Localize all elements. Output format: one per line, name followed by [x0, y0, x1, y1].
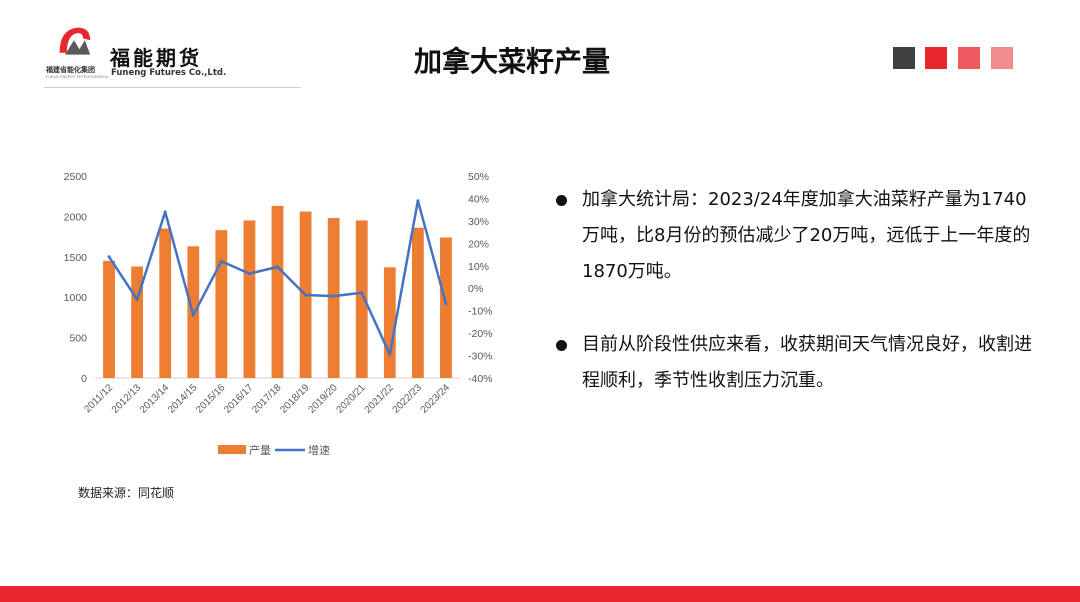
deco-square-4: [991, 47, 1013, 69]
point-growth-rate: [360, 291, 364, 295]
page-title: 加拿大菜籽产量: [414, 45, 611, 78]
y-right-tick-label: 40%: [468, 193, 489, 205]
point-growth-rate: [304, 293, 308, 297]
bar-production: [383, 267, 396, 378]
y-right-tick-label: -30%: [468, 351, 493, 363]
bar-production: [159, 228, 172, 378]
bullet-dot-icon: [556, 195, 567, 206]
bar-production: [215, 230, 228, 378]
x-tick-label: 2011/12: [82, 382, 115, 415]
x-tick-label: 2017/18: [250, 382, 284, 416]
bar-production: [440, 237, 452, 378]
x-tick-label: 2013/14: [138, 382, 172, 416]
logo-mark-icon: [59, 27, 91, 55]
x-tick-label: 2022/23: [391, 382, 425, 416]
x-tick-label: 2016/17: [222, 382, 256, 416]
bar-production: [327, 218, 340, 378]
bar-production: [271, 205, 284, 378]
point-growth-rate: [276, 265, 279, 269]
x-tick-label: 2015/16: [194, 382, 228, 416]
x-tick-label: 2021/22: [363, 382, 397, 416]
y-right-tick-label: 30%: [468, 216, 489, 228]
point-growth-rate: [163, 210, 167, 214]
y-right-tick-label: 0%: [468, 283, 483, 295]
deco-square-2: [925, 47, 947, 69]
bullet-item-1: 加拿大统计局：2023/24年度加拿大油菜籽产量为1740万吨，比8月份的预估减…: [556, 182, 1036, 290]
x-tick-label: 2019/20: [306, 382, 340, 416]
bullet-dot-icon: [556, 340, 567, 351]
bar-production: [355, 220, 368, 378]
point-growth-rate: [332, 294, 336, 298]
point-growth-rate: [135, 297, 139, 301]
bullet-text-1: 加拿大统计局：2023/24年度加拿大油菜籽产量为1740万吨，比8月份的预估减…: [582, 189, 1031, 282]
bar-production: [131, 266, 144, 378]
deco-square-1: [893, 47, 915, 69]
y-right-tick-label: -10%: [468, 306, 493, 318]
logo-org-name-en: FUJIAN ENERGY PETROCHEMICAL: [46, 75, 110, 79]
y-right-tick-label: -20%: [468, 328, 493, 340]
company-logo: 福建省能化集团 FUJIAN ENERGY PETROCHEMICAL 福能期货…: [46, 24, 226, 82]
point-growth-rate: [107, 255, 111, 259]
x-tick-label: 2018/19: [278, 382, 312, 416]
legend-label-production: 产量: [249, 443, 271, 457]
y-right-tick-label: -40%: [468, 373, 493, 385]
footer-bar: [0, 586, 1080, 602]
x-tick-label: 2014/15: [166, 382, 200, 416]
bar-production: [243, 220, 256, 378]
y-left-tick-label: 1500: [64, 252, 88, 264]
logo-org-name: 福建省能化集团: [46, 66, 95, 74]
y-right-tick-label: 20%: [468, 238, 489, 250]
x-tick-label: 2023/24: [419, 382, 453, 416]
point-growth-rate: [416, 199, 420, 203]
point-growth-rate: [219, 259, 223, 263]
y-left-tick-label: 2500: [64, 171, 88, 183]
bullet-item-2: 目前从阶段性供应来看，收获期间天气情况良好，收割进程顺利，季节性收割压力沉重。: [556, 327, 1036, 399]
y-right-tick-label: 50%: [468, 171, 489, 183]
header-divider: [44, 87, 301, 88]
point-growth-rate: [247, 272, 251, 276]
data-source-note: 数据来源：同花顺: [78, 486, 175, 500]
legend-label-growth: 增速: [308, 443, 330, 457]
point-growth-rate: [444, 302, 448, 306]
y-right-tick-label: 10%: [468, 261, 489, 273]
y-left-tick-label: 2000: [64, 211, 88, 223]
y-left-tick-label: 1000: [64, 292, 88, 304]
point-growth-rate: [388, 352, 392, 356]
logo-name-cn: 福能期货: [110, 46, 202, 70]
x-tick-label: 2012/13: [110, 382, 144, 416]
bullet-text-2: 目前从阶段性供应来看，收获期间天气情况良好，收割进程顺利，季节性收割压力沉重。: [582, 334, 1032, 391]
bar-production: [103, 260, 115, 378]
y-left-tick-label: 0: [81, 373, 87, 385]
point-growth-rate: [191, 313, 195, 317]
x-tick-label: 2020/21: [335, 382, 369, 416]
y-left-tick-label: 500: [69, 333, 87, 345]
logo-name-en: Funeng Futures Co.,Ltd.: [111, 68, 227, 78]
deco-square-3: [958, 47, 980, 69]
bar-production: [411, 227, 424, 378]
legend-swatch-production: [218, 445, 246, 454]
